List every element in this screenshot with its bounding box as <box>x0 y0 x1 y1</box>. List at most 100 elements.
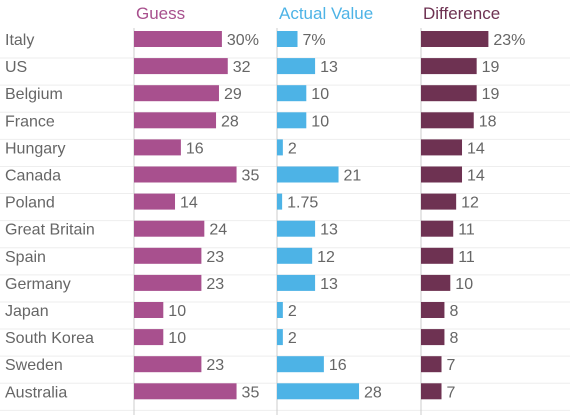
category-label: Germany <box>5 276 71 293</box>
series-heading: Guess <box>136 4 185 23</box>
category-label: Australia <box>5 384 67 401</box>
bar <box>277 166 339 183</box>
bar <box>421 58 477 75</box>
data-label: 35 <box>242 168 260 185</box>
data-label: 11 <box>458 222 475 239</box>
data-label: 29 <box>224 86 242 103</box>
bar <box>277 58 316 75</box>
data-label: 8 <box>449 330 458 347</box>
data-label: 12 <box>461 195 479 212</box>
category-label: US <box>5 59 27 76</box>
bar <box>277 193 283 210</box>
bar <box>277 356 324 373</box>
data-label: 23 <box>206 357 224 374</box>
data-label: 7% <box>303 32 326 49</box>
bar <box>277 85 307 102</box>
data-label: 10 <box>168 303 186 320</box>
bar <box>277 31 298 47</box>
bar <box>134 166 237 183</box>
data-label: 12 <box>317 249 335 266</box>
data-label: 30% <box>227 32 259 49</box>
data-label: 24 <box>209 222 227 239</box>
bar <box>421 356 442 373</box>
data-label: 10 <box>168 330 186 347</box>
bar <box>134 85 219 102</box>
data-label: 32 <box>233 59 251 76</box>
data-label: 19 <box>482 59 500 76</box>
category-label: Italy <box>5 32 34 49</box>
bar <box>134 383 237 400</box>
bar <box>134 247 202 264</box>
bar <box>421 329 445 346</box>
category-label: Hungary <box>5 140 65 157</box>
bar <box>277 329 283 346</box>
data-label: 14 <box>180 195 198 212</box>
category-label: Sweden <box>5 357 63 374</box>
category-label: Spain <box>5 249 46 266</box>
bar <box>421 31 489 47</box>
bar <box>134 220 205 237</box>
data-label: 28 <box>364 384 382 401</box>
data-label: 16 <box>186 140 204 157</box>
data-label: 18 <box>479 113 497 130</box>
bar <box>421 139 463 156</box>
series-heading: Difference <box>423 4 500 23</box>
data-label: 23 <box>206 249 224 266</box>
data-label: 8 <box>449 303 458 320</box>
series-heading: Actual Value <box>279 4 373 23</box>
bar <box>277 383 360 400</box>
bar <box>134 58 228 75</box>
data-label: 2 <box>288 303 297 320</box>
data-label: 13 <box>320 276 338 293</box>
data-label: 28 <box>221 113 239 130</box>
data-label: 14 <box>467 168 485 185</box>
bar <box>277 112 307 129</box>
category-label: Poland <box>5 195 55 212</box>
data-label: 7 <box>447 357 456 374</box>
data-label: 16 <box>329 357 347 374</box>
data-label: 23% <box>493 32 525 49</box>
bar <box>134 112 217 129</box>
category-label: Belgium <box>5 86 63 103</box>
data-label: 23 <box>206 276 224 293</box>
data-label: 13 <box>320 59 338 76</box>
bar <box>421 193 457 210</box>
data-label: 19 <box>482 86 500 103</box>
bar <box>134 356 202 373</box>
category-label: Canada <box>5 168 61 185</box>
bar <box>421 166 463 183</box>
category-label: Great Britain <box>5 222 95 239</box>
bar <box>277 139 283 156</box>
category-label: South Korea <box>5 330 94 347</box>
bar <box>134 274 202 291</box>
bar <box>134 31 222 47</box>
category-label: France <box>5 113 55 130</box>
data-label: 1.75 <box>287 195 318 212</box>
bar <box>277 274 316 291</box>
data-label: 13 <box>320 222 338 239</box>
data-label: 11 <box>458 249 475 266</box>
bar <box>277 247 313 264</box>
data-label: 35 <box>242 384 260 401</box>
bar <box>134 193 176 210</box>
category-label: Japan <box>5 303 49 320</box>
data-label: 2 <box>288 140 297 157</box>
bar <box>421 274 451 291</box>
data-label: 10 <box>311 86 329 103</box>
bar <box>421 247 454 264</box>
bar <box>134 139 181 156</box>
bar <box>277 220 316 237</box>
data-label: 14 <box>467 140 485 157</box>
data-label: 2 <box>288 330 297 347</box>
bar <box>421 112 474 129</box>
data-label: 10 <box>455 276 473 293</box>
data-label: 7 <box>447 384 456 401</box>
bar <box>421 383 442 400</box>
bar <box>421 85 477 102</box>
data-label: 21 <box>344 168 362 185</box>
data-label: 10 <box>311 113 329 130</box>
bar <box>277 302 283 318</box>
bar <box>134 302 164 318</box>
bar <box>421 302 445 318</box>
